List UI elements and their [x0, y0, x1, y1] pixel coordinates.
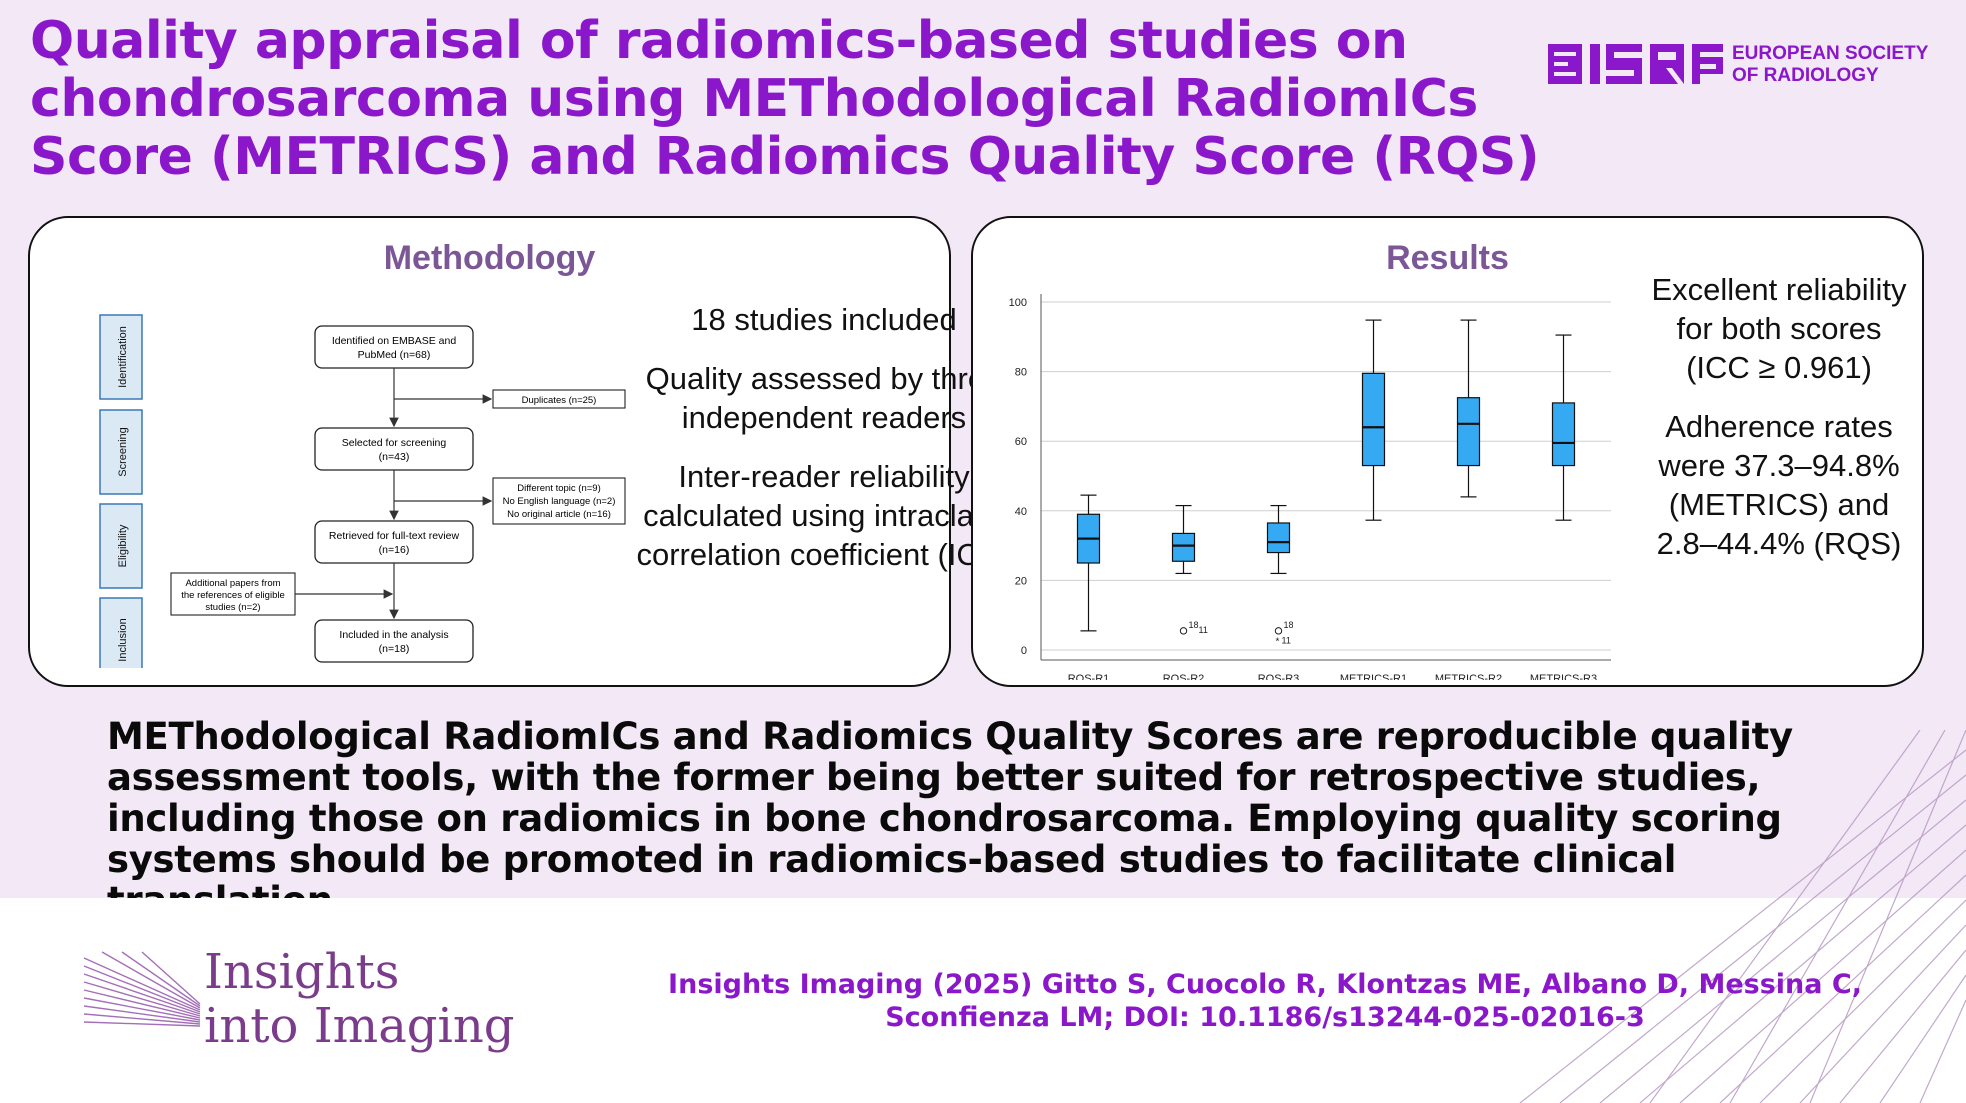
esr-logo-line2: OF RADIOLOGY	[1732, 65, 1879, 86]
selected-line2: (n=43)	[379, 451, 410, 463]
x-tick-label: RQS-R1	[1068, 673, 1110, 680]
esr-logo-text: EUROPEAN SOCIETY OF RADIOLOGY	[1732, 43, 1928, 87]
box-rqs-r3	[1266, 522, 1291, 554]
boxplot-chart: 0 20 40 60 80 100 RQS-R1 RQS-R2 RQS-R3 METRICS-R1…	[1009, 294, 1611, 680]
poster-title: Quality appraisal of radiomics-based stu…	[30, 11, 1540, 187]
retrieved-line1: Retrieved for full-text review	[329, 530, 460, 542]
y-tick-label: 100	[1009, 297, 1027, 309]
additional-line2: the references of eligible	[181, 590, 285, 601]
identified-line1: Identified on EMBASE and	[332, 335, 456, 347]
outlier-marker	[1179, 627, 1188, 635]
duplicates-label: Duplicates (n=25)	[522, 395, 597, 406]
stage-eligibility-box	[99, 503, 143, 589]
methodology-panel: Methodology Identification Screening Eli…	[28, 216, 1012, 687]
retrieved-line2: (n=16)	[379, 544, 410, 556]
box-metrics-r1	[1361, 372, 1386, 467]
methodology-heading: Methodology	[383, 239, 596, 277]
citation-line2: Sconfienza LM; DOI: 10.1186/s13244-025-0…	[885, 1002, 1645, 1033]
outlier-label: 18	[1284, 620, 1294, 630]
stage-identification-box	[99, 314, 143, 400]
citation-line1: Insights Imaging (2025) Gitto S, Cuocolo…	[668, 969, 1862, 1000]
included-line1: Included in the analysis	[339, 629, 448, 641]
methodology-point-readers: Quality assessed by three independent re…	[645, 361, 1003, 435]
citation: Insights Imaging (2025) Gitto S, Cuocolo…	[610, 968, 1920, 1034]
stage-eligibility-label: Eligibility	[117, 524, 129, 567]
stage-inclusion-box	[99, 597, 143, 668]
excluded-line2: No English language (n=2)	[503, 496, 616, 507]
stage-inclusion-label: Inclusion	[117, 618, 129, 661]
footer-background	[0, 898, 1966, 1103]
y-tick-label: 20	[1015, 575, 1027, 587]
insights-imaging-logo-text: Insights into Imaging	[204, 945, 515, 1053]
y-tick-label: 80	[1015, 367, 1027, 379]
stage-identification-label: Identification	[117, 326, 129, 388]
outlier-marker: *	[1276, 636, 1280, 647]
outlier-label: 11	[1199, 625, 1208, 635]
x-tick-label: RQS-R3	[1258, 673, 1300, 680]
results-points: Excellent reliability for both scores (I…	[1645, 270, 1913, 583]
journal-name-line2: into Imaging	[204, 998, 515, 1054]
prisma-flowchart: Identification Screening Eligibility Inc…	[99, 314, 626, 668]
insights-imaging-logo-mark	[83, 951, 201, 1027]
outlier-label: 18	[1189, 620, 1199, 630]
selected-line1: Selected for screening	[342, 437, 447, 449]
results-heading: Results	[1386, 239, 1509, 277]
esr-logo-mark	[1548, 44, 1723, 84]
excluded-line3: No original article (n=16)	[507, 509, 611, 520]
methodology-point-studies: 18 studies included	[691, 302, 957, 337]
esr-logo-line1: EUROPEAN SOCIETY	[1732, 43, 1929, 64]
methodology-points: 18 studies included Quality assessed by …	[628, 300, 1020, 594]
box-metrics-r3	[1551, 402, 1576, 467]
results-panel: Results 0 20 40 60 80 100 RQS-R1 RQS-R2 RQS-R3 ME…	[971, 216, 1924, 687]
journal-name-line1: Insights	[204, 944, 400, 1000]
methodology-point-icc: Inter-reader reliability calculated usin…	[636, 459, 1012, 572]
box-rqs-r2	[1171, 532, 1196, 562]
y-tick-label: 40	[1015, 506, 1027, 518]
y-tick-label: 0	[1021, 645, 1027, 657]
x-tick-label: RQS-R2	[1163, 673, 1205, 680]
stage-screening-box	[99, 409, 143, 495]
box-metrics-r2	[1456, 397, 1481, 467]
included-line2: (n=18)	[379, 643, 410, 655]
stage-screening-label: Screening	[117, 427, 129, 477]
excluded-line1: Different topic (n=9)	[517, 483, 601, 494]
x-tick-label: METRICS-R3	[1530, 673, 1597, 680]
additional-line1: Additional papers from	[185, 578, 280, 589]
decorative-lines	[1519, 730, 1966, 1103]
additional-line3: studies (n=2)	[205, 602, 260, 613]
identified-line2: PubMed (n=68)	[358, 349, 431, 361]
x-tick-label: METRICS-R1	[1340, 673, 1407, 680]
y-tick-label: 60	[1015, 436, 1027, 448]
results-point-reliability: Excellent reliability for both scores (I…	[1651, 272, 1907, 385]
outlier-marker	[1274, 627, 1283, 635]
outlier-label: 11	[1282, 635, 1291, 645]
x-tick-label: METRICS-R2	[1435, 673, 1502, 680]
results-point-adherence: Adherence rates were 37.3–94.8% (METRICS…	[1656, 409, 1902, 561]
